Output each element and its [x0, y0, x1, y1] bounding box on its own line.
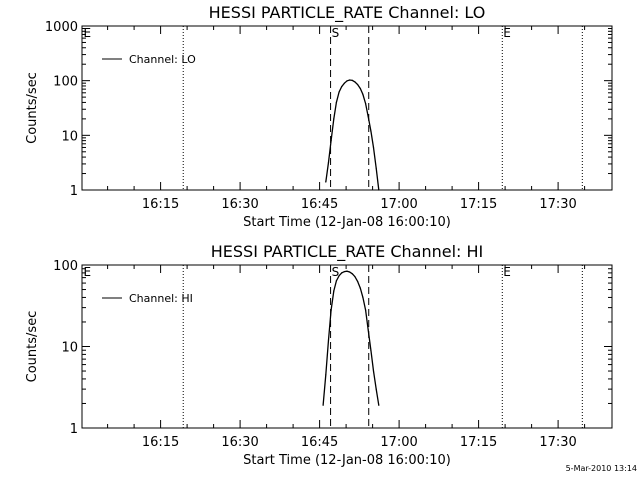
- data-point: [343, 271, 345, 273]
- data-point: [325, 181, 327, 183]
- data-point: [335, 101, 337, 103]
- data-point: [362, 93, 364, 95]
- x-tick-label: 17:00: [380, 197, 417, 212]
- data-point: [327, 161, 330, 163]
- marker-label: E: [503, 265, 511, 279]
- data-point: [359, 87, 361, 90]
- chart-title: HESSI PARTICLE_RATE Channel: HI: [211, 242, 484, 262]
- data-point: [325, 374, 327, 376]
- chart-title: HESSI PARTICLE_RATE Channel: LO: [209, 3, 486, 23]
- marker-label: S: [332, 265, 340, 279]
- data-point: [346, 80, 348, 82]
- x-tick-label: 17:00: [380, 435, 417, 450]
- data-point: [370, 349, 372, 351]
- data-point: [333, 118, 335, 120]
- x-tick-label: 16:45: [301, 435, 338, 450]
- data-point: [375, 167, 377, 169]
- y-axis-label: Counts/sec: [25, 311, 40, 383]
- chart-panel-1: HESSI PARTICLE_RATE Channel: HI Counts/se…: [25, 242, 613, 468]
- data-point: [362, 296, 364, 298]
- data-point: [330, 309, 332, 311]
- data-point: [357, 83, 359, 86]
- data-point: [343, 82, 345, 84]
- data-point: [341, 86, 343, 88]
- data-point: [354, 276, 356, 278]
- data-point: [333, 290, 335, 292]
- data-point: [365, 103, 367, 105]
- data-point: [346, 270, 348, 272]
- y-axis-label: Counts/sec: [25, 72, 40, 144]
- data-point: [335, 280, 337, 282]
- plot-frame: [81, 25, 613, 191]
- data-point: [351, 273, 353, 275]
- y-tick-label: 1000: [45, 20, 78, 35]
- data-point: [367, 329, 369, 331]
- y-tick-label: 1: [70, 184, 78, 199]
- data-point: [351, 79, 353, 81]
- data-point: [322, 404, 324, 406]
- data-point: [357, 280, 359, 282]
- x-axis-label: Start Time (12-Jan-08 16:00:10): [243, 215, 451, 230]
- data-point: [327, 339, 330, 341]
- data-point: [365, 309, 367, 311]
- x-tick-label: 16:15: [142, 435, 179, 450]
- marker-label: E: [84, 265, 92, 279]
- series-line: [325, 79, 380, 191]
- data-point: [378, 404, 380, 406]
- footer-timestamp: 5-Mar-2010 13:14: [566, 464, 637, 473]
- x-tick-label: 17:15: [460, 435, 497, 450]
- marker-label: S: [332, 26, 340, 40]
- data-point: [370, 130, 372, 132]
- data-point: [338, 275, 340, 277]
- x-tick-label: 16:15: [142, 197, 179, 212]
- x-axis-label: Start Time (12-Jan-08 16:00:10): [243, 453, 451, 468]
- data-point: [372, 370, 375, 372]
- y-tick-label: 100: [53, 75, 78, 90]
- y-tick-label: 1: [70, 422, 78, 437]
- data-point: [378, 189, 380, 191]
- y-tick-label: 10: [61, 129, 78, 144]
- series-line: [322, 270, 380, 406]
- plot-frame: [81, 264, 613, 429]
- x-tick-label: 16:45: [301, 197, 338, 212]
- data-point: [338, 91, 340, 93]
- data-point: [375, 388, 377, 390]
- data-point: [349, 271, 351, 273]
- y-tick-label: 10: [61, 341, 78, 356]
- data-point: [367, 116, 369, 118]
- chart-panel-0: HESSI PARTICLE_RATE Channel: LO Counts/se…: [25, 3, 613, 230]
- y-tick-label: 100: [53, 259, 78, 274]
- x-tick-label: 17:15: [460, 197, 497, 212]
- marker-label: E: [84, 26, 92, 40]
- data-point: [341, 272, 343, 274]
- legend-entry: Channel: LO: [129, 53, 196, 66]
- data-point: [349, 79, 351, 81]
- legend-entry: Channel: HI: [129, 292, 193, 305]
- x-tick-label: 17:30: [539, 435, 576, 450]
- data-point: [372, 146, 375, 149]
- data-point: [330, 140, 332, 142]
- x-tick-label: 16:30: [221, 197, 258, 212]
- data-point: [354, 81, 356, 83]
- x-tick-label: 17:30: [539, 197, 576, 212]
- marker-label: E: [503, 26, 511, 40]
- x-tick-label: 16:30: [221, 435, 258, 450]
- data-point: [359, 287, 361, 289]
